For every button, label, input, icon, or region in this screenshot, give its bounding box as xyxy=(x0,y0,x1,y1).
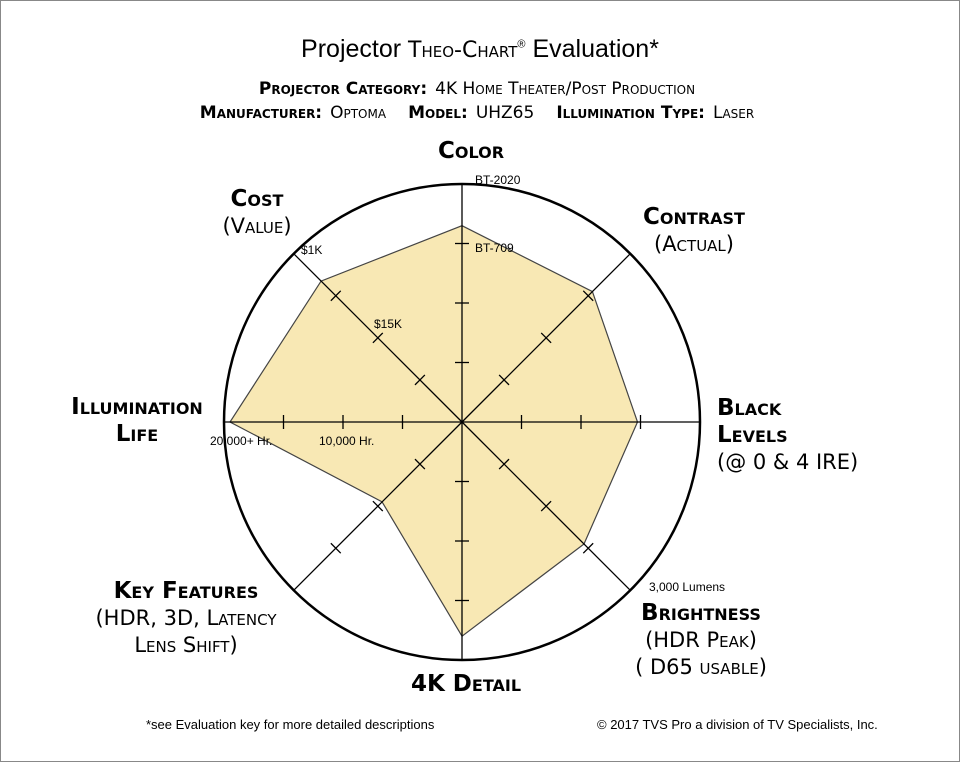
header-label: Projector Category: xyxy=(258,79,428,99)
tick-mark xyxy=(582,542,594,554)
tick-mark xyxy=(330,542,342,554)
header-line: Projector Category: 4K Home Theater/Post … xyxy=(1,79,931,99)
tick-mark xyxy=(288,248,300,260)
category-name: Contrast xyxy=(643,204,745,230)
axis-category: Cost (Value) xyxy=(157,186,357,240)
category-note: (HDR Peak) xyxy=(645,628,757,652)
title-part: ® xyxy=(517,38,526,51)
tick-mark xyxy=(372,332,384,344)
category-name: Black Levels xyxy=(717,395,788,448)
axis-annotation: 20,000+ Hr. xyxy=(210,434,273,448)
category-name: Key Features xyxy=(113,578,259,604)
axis-category: Brightness (HDR Peak) ( D65 usable) xyxy=(601,600,801,681)
axis-annotation: $15K xyxy=(374,317,403,331)
category-note: ( D65 usable) xyxy=(635,655,767,679)
tick-mark xyxy=(540,500,552,512)
tick-mark xyxy=(288,584,300,596)
category-note: (Actual) xyxy=(654,232,734,256)
header-value: 4K Home Theater/Post Production xyxy=(435,79,696,99)
data-area xyxy=(229,225,639,638)
title: Projector Theo-Chart® Evaluation* xyxy=(1,35,959,64)
axis-category: Illumination Life xyxy=(47,394,227,448)
tick-mark xyxy=(372,500,384,512)
axis-category: Contrast (Actual) xyxy=(594,204,794,258)
tick-mark xyxy=(414,458,426,470)
category-name: Illumination Life xyxy=(71,394,203,447)
category-name: Color xyxy=(437,138,505,164)
header-value: Laser xyxy=(712,103,755,123)
tick-mark xyxy=(498,374,510,386)
tick-mark xyxy=(540,332,552,344)
category-name: Cost xyxy=(230,186,284,212)
title-part: Projector xyxy=(301,35,402,63)
header-value: UHZ65 xyxy=(475,103,535,123)
header-label: Model: xyxy=(408,103,468,123)
header-line: Manufacturer: Optoma Model: UHZ65 Illuminati… xyxy=(1,103,931,123)
tick-mark xyxy=(414,374,426,386)
axis-annotation: 10,000 Hr. xyxy=(319,434,375,448)
axis-category: Key Features (HDR, 3D, Latency Lens Shift) xyxy=(51,578,321,659)
category-note: (@ 0 & 4 IRE) xyxy=(717,450,859,474)
title-part: Evaluation* xyxy=(532,35,659,63)
header-value: Optoma xyxy=(330,103,387,123)
header-label: Illumination Type: xyxy=(556,103,705,123)
category-name: Brightness xyxy=(641,600,761,626)
category-note: Lens Shift) xyxy=(134,633,238,657)
axis-category: 4K Detail xyxy=(366,671,566,698)
footnote: *see Evaluation key for more detailed de… xyxy=(146,717,435,732)
tick-mark xyxy=(582,290,594,302)
axis-annotation: BT-2020 xyxy=(475,173,521,187)
tick-mark xyxy=(624,248,636,260)
tick-mark xyxy=(498,458,510,470)
tick-mark xyxy=(624,584,636,596)
category-name: 4K Detail xyxy=(410,671,522,697)
title-part: Theo-Chart xyxy=(408,38,518,63)
axis-annotation: 3,000 Lumens xyxy=(649,580,726,594)
axis-annotation: BT-709 xyxy=(475,241,514,255)
header-label: Manufacturer: xyxy=(199,103,323,123)
axis-category: Black Levels (@ 0 & 4 IRE) xyxy=(717,395,859,476)
category-note: (Value) xyxy=(222,214,292,238)
category-note: (HDR, 3D, Latency xyxy=(95,606,277,630)
axis-category: Color xyxy=(371,138,571,165)
axis-annotation: $1K xyxy=(301,243,323,257)
copyright: © 2017 TVS Pro a division of TV Speciali… xyxy=(597,717,878,732)
tick-mark xyxy=(330,290,342,302)
